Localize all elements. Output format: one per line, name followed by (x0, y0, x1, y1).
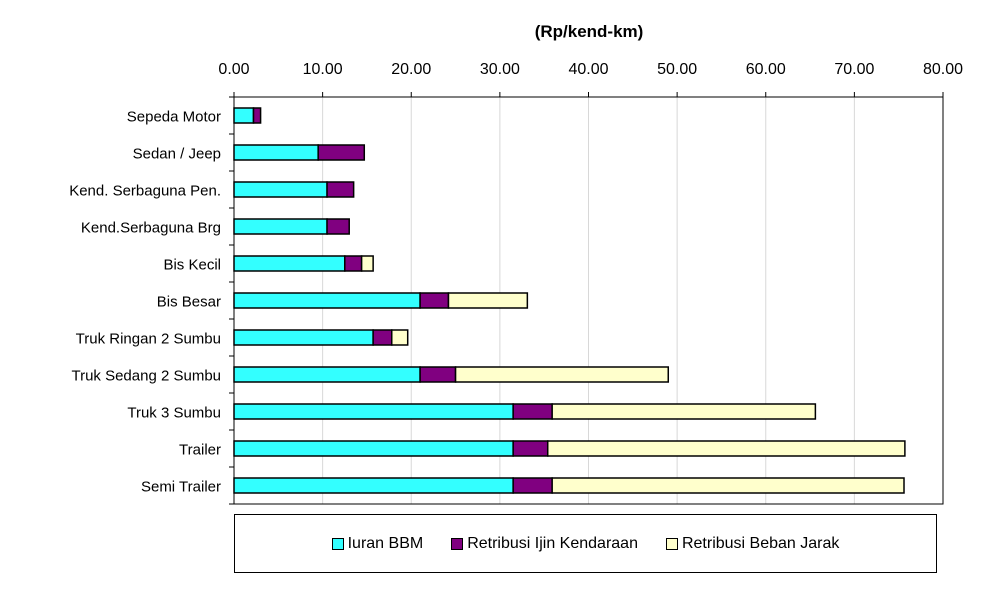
bar-retribusi-ijin-kendaraan (326, 218, 350, 235)
x-tick-label: 10.00 (303, 61, 343, 78)
bar-retribusi-ijin-kendaraan (512, 440, 549, 457)
bar-iuran-bbm (233, 477, 514, 494)
bars (233, 107, 906, 494)
bar-retribusi-ijin-kendaraan (512, 403, 553, 420)
y-axis-categories: Sepeda Motor Sedan / Jeep Kend. Serbaguna … (69, 96, 234, 505)
bar-retribusi-ijin-kendaraan (326, 181, 355, 198)
bar-iuran-bbm (233, 218, 328, 235)
chart-title: (Rp/kend-km) (535, 22, 644, 41)
category-label: Trailer (179, 442, 221, 459)
bar-iuran-bbm (233, 144, 319, 161)
bar-retribusi-ijin-kendaraan (419, 292, 450, 309)
category-label: Truk Ringan 2 Sumbu (76, 331, 221, 348)
bar-iuran-bbm (233, 292, 421, 309)
legend-item-iuran-bbm: Iuran BBM (331, 534, 424, 553)
bar-retribusi-ijin-kendaraan (344, 255, 363, 272)
category-label: Bis Kecil (163, 257, 221, 274)
x-axis-ticks: 0.00 10.00 20.00 30.00 40.00 50.00 60.00 70.00 8… (218, 61, 963, 97)
bar-retribusi-ijin-kendaraan (317, 144, 366, 161)
bar-retribusi-ijin-kendaraan (372, 329, 393, 346)
bar-retribusi-ijin-kendaraan (512, 477, 553, 494)
x-tick-label: 80.00 (923, 61, 963, 78)
category-label: Truk 3 Sumbu (127, 405, 221, 422)
category-label: Sedan / Jeep (133, 146, 221, 163)
category-label: Sepeda Motor (127, 109, 221, 126)
bar-iuran-bbm (233, 366, 421, 383)
bar-iuran-bbm (233, 403, 514, 420)
x-tick-label: 60.00 (746, 61, 786, 78)
x-tick-label: 30.00 (480, 61, 520, 78)
bar-retribusi-beban-jarak (551, 403, 817, 420)
bar-retribusi-ijin-kendaraan (252, 107, 262, 124)
category-label: Semi Trailer (141, 479, 221, 496)
bar-retribusi-beban-jarak (360, 255, 374, 272)
bar-iuran-bbm (233, 107, 255, 124)
category-label: Kend. Serbaguna Pen. (69, 183, 221, 200)
x-tick-label: 70.00 (834, 61, 874, 78)
legend-swatch-retribusi-ijin-kendaraan (451, 537, 464, 550)
bar-retribusi-beban-jarak (447, 292, 529, 309)
bar-iuran-bbm (233, 181, 328, 198)
legend-swatch-iuran-bbm (331, 537, 344, 550)
bar-retribusi-beban-jarak (551, 477, 905, 494)
legend-label: Retribusi Beban Jarak (681, 534, 840, 552)
category-label: Bis Besar (157, 294, 221, 311)
bar-retribusi-beban-jarak (391, 329, 409, 346)
bar-retribusi-beban-jarak (454, 366, 670, 383)
legend-item-retribusi-ijin-kendaraan: Retribusi Ijin Kendaraan (451, 535, 638, 553)
x-tick-label: 20.00 (391, 61, 431, 78)
category-label: Kend.Serbaguna Brg (81, 220, 221, 237)
x-tick-label: 50.00 (657, 61, 697, 78)
legend-label: Iuran BBM (347, 534, 424, 552)
bar-iuran-bbm (233, 329, 374, 346)
category-label: Truk Sedang 2 Sumbu (71, 368, 221, 385)
legend-label: Retribusi Ijin Kendaraan (467, 534, 638, 552)
x-tick-label: 40.00 (568, 61, 608, 78)
legend-swatch-retribusi-beban-jarak (665, 537, 678, 550)
bar-retribusi-beban-jarak (546, 440, 906, 457)
legend: Iuran BBM Retribusi Ijin Kendaraan Retri… (234, 514, 937, 573)
legend-item-retribusi-beban-jarak: Retribusi Beban Jarak (665, 534, 840, 553)
bar-iuran-bbm (233, 255, 346, 272)
x-tick-label: 0.00 (218, 61, 249, 78)
bar-retribusi-ijin-kendaraan (419, 366, 457, 383)
bar-iuran-bbm (233, 440, 514, 457)
plot-area-border (233, 96, 944, 505)
